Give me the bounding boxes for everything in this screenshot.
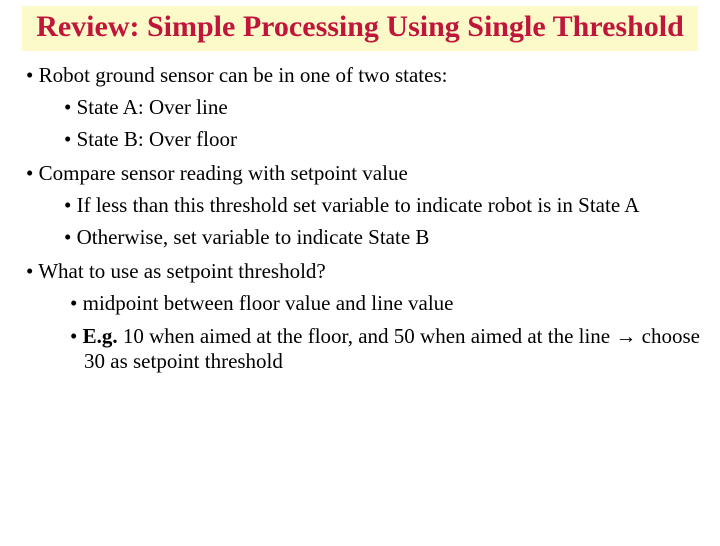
bullet-compare: Compare sensor reading with setpoint val…: [26, 161, 700, 185]
slide-body: Robot ground sensor can be in one of two…: [20, 63, 700, 373]
slide-title: Review: Simple Processing Using Single T…: [30, 10, 690, 45]
arrow-icon: →: [615, 325, 636, 348]
bullet-state-a: State A: Over line: [64, 95, 700, 119]
bullet-example: E.g. 10 when aimed at the floor, and 50 …: [70, 324, 700, 373]
bullet-what-setpoint: What to use as setpoint threshold?: [26, 259, 700, 283]
eg-text: 10 when aimed at the floor, and 50 when …: [118, 324, 616, 348]
title-box: Review: Simple Processing Using Single T…: [22, 6, 698, 51]
bullet-otherwise: Otherwise, set variable to indicate Stat…: [64, 225, 700, 249]
bullet-if-less: If less than this threshold set variable…: [64, 193, 700, 217]
bullet-state-b: State B: Over floor: [64, 127, 700, 151]
eg-label: E.g.: [83, 324, 118, 348]
slide: Review: Simple Processing Using Single T…: [0, 6, 720, 546]
bullet-midpoint: midpoint between floor value and line va…: [70, 291, 700, 315]
bullet-states: Robot ground sensor can be in one of two…: [26, 63, 700, 87]
